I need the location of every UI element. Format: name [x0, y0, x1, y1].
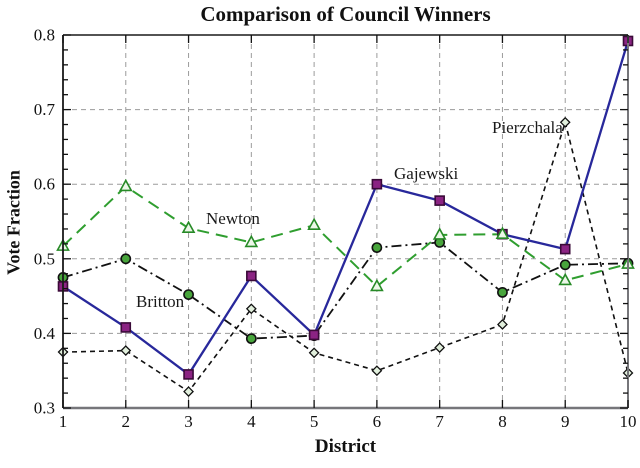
data-point-marker [434, 342, 446, 353]
x-tick-label: 9 [561, 412, 570, 431]
gridlines [63, 35, 628, 408]
data-point-marker [370, 278, 384, 292]
data-point-marker [308, 347, 320, 359]
x-tick-label: 10 [620, 412, 637, 431]
data-point-marker [497, 319, 508, 330]
x-tick-label: 3 [184, 412, 193, 431]
data-point-marker [245, 333, 257, 345]
data-point-marker [497, 286, 508, 298]
y-tick-label: 0.3 [34, 399, 55, 418]
data-point-marker [246, 270, 257, 282]
plot-border [62, 34, 629, 410]
data-point-marker [183, 289, 194, 301]
data-point-marker [559, 243, 571, 255]
series-line-newton [62, 185, 629, 288]
data-point-marker [559, 116, 571, 128]
data-point-marker [245, 303, 257, 315]
data-point-marker [495, 226, 510, 239]
data-point-marker [559, 259, 571, 271]
tick-labels: 0.3 0.4 0.5 0.6 0.7 0.8 1 2 3 4 5 6 7 8 9 10 [34, 26, 637, 432]
series-line-gajewski [62, 40, 630, 377]
y-tick-label: 0.8 [34, 26, 55, 45]
data-point-marker [244, 234, 259, 248]
series-label-gajewski: Gajewski [394, 164, 459, 183]
x-tick-label: 1 [59, 412, 68, 431]
series-markers-newton [56, 178, 635, 292]
data-point-marker [434, 195, 445, 206]
series-line-pierzchala [62, 119, 629, 393]
data-point-marker [120, 322, 132, 333]
data-point-marker [371, 365, 383, 377]
x-tick-label: 2 [122, 412, 131, 431]
y-tick-label: 0.5 [34, 249, 55, 268]
x-tick-label: 7 [435, 412, 444, 431]
series-markers-britton [57, 236, 634, 345]
data-point-marker [371, 242, 383, 254]
data-point-marker [558, 272, 573, 286]
data-point-marker [432, 227, 447, 240]
y-tick-label: 0.4 [34, 324, 56, 343]
y-tick-label: 0.7 [34, 100, 56, 119]
x-tick-label: 4 [247, 412, 256, 431]
data-point-marker [307, 217, 321, 231]
series-line-britton [62, 241, 629, 340]
series-markers-gajewski [57, 35, 634, 380]
data-point-marker [118, 178, 133, 192]
data-point-marker [181, 220, 196, 234]
data-point-marker [120, 345, 132, 356]
data-point-marker [120, 253, 132, 265]
series-markers-pierzchala [57, 116, 634, 398]
data-point-marker [183, 369, 194, 380]
series-label-britton: Britton [136, 292, 185, 311]
data-point-marker [308, 329, 320, 341]
data-point-marker [371, 178, 383, 190]
x-tick-label: 8 [498, 412, 507, 431]
data-point-marker [183, 386, 194, 398]
y-axis-label: Vote Fraction [3, 170, 24, 275]
x-tick-label: 6 [373, 412, 382, 431]
chart-title: Comparison of Council Winners [200, 2, 491, 26]
x-axis-label: District [314, 436, 377, 457]
axis-ticks [62, 34, 629, 409]
series-label-pierzchala: Pierzchala [492, 118, 563, 137]
y-tick-label: 0.6 [34, 175, 55, 194]
x-tick-label: 5 [310, 412, 319, 431]
series-label-newton: Newton [206, 209, 260, 228]
